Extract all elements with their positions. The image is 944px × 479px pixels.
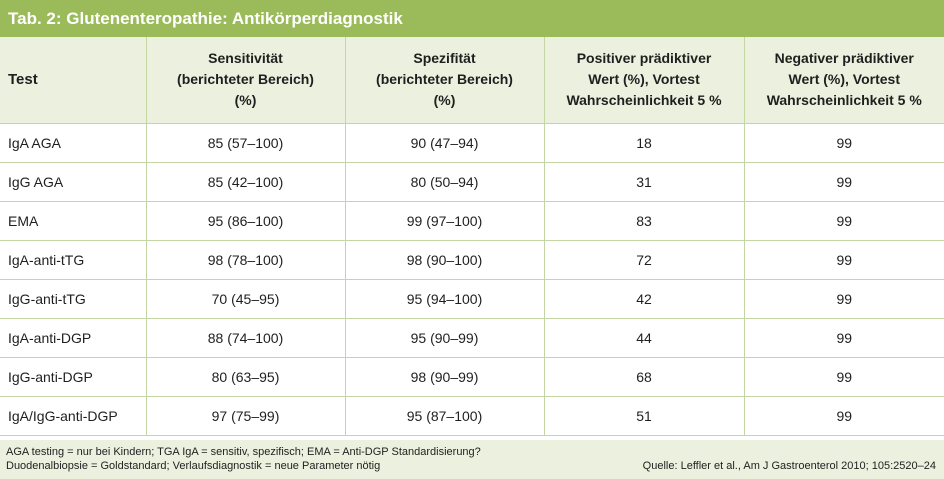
- cell-npv: 99: [744, 357, 944, 397]
- table-row: IgA AGA 85 (57–100) 90 (47–94) 18 99: [0, 123, 944, 163]
- cell-ppv: 83: [544, 201, 745, 241]
- cell-sensitivity: 80 (63–95): [146, 357, 346, 397]
- cell-sensitivity: 88 (74–100): [146, 318, 346, 358]
- header-line: Spezifität: [413, 50, 476, 67]
- cell-ppv: 68: [544, 357, 745, 397]
- header-line: Wahrscheinlichkeit 5 %: [766, 92, 922, 109]
- cell-npv: 99: [744, 201, 944, 241]
- cell-test: IgA-anti-DGP: [0, 318, 147, 358]
- cell-specificity: 90 (47–94): [345, 123, 545, 163]
- header-test: Test: [0, 37, 147, 124]
- cell-test: IgG-anti-tTG: [0, 279, 147, 319]
- source-citation: Quelle: Leffler et al., Am J Gastroenter…: [642, 460, 936, 472]
- header-specificity: Spezifität (berichteter Bereich) (%): [345, 37, 545, 124]
- cell-test: IgA-anti-tTG: [0, 240, 147, 280]
- table-row: IgG AGA 85 (42–100) 80 (50–94) 31 99: [0, 162, 944, 202]
- header-npv: Negativer prädiktiver Wert (%), Vortest …: [744, 37, 944, 124]
- cell-npv: 99: [744, 318, 944, 358]
- cell-ppv: 18: [544, 123, 745, 163]
- table-row: IgA/IgG-anti-DGP 97 (75–99) 95 (87–100) …: [0, 396, 944, 436]
- header-line: (%): [234, 92, 257, 109]
- header-row: Test Sensitivität (berichteter Bereich) …: [0, 37, 944, 124]
- cell-specificity: 98 (90–99): [345, 357, 545, 397]
- cell-ppv: 31: [544, 162, 745, 202]
- header-line: Wahrscheinlichkeit 5 %: [566, 92, 722, 109]
- cell-npv: 99: [744, 162, 944, 202]
- table-row: IgG-anti-tTG 70 (45–95) 95 (94–100) 42 9…: [0, 279, 944, 319]
- cell-test: IgA/IgG-anti-DGP: [0, 396, 147, 436]
- cell-test: IgG AGA: [0, 162, 147, 202]
- header-line: Wert (%), Vortest: [588, 71, 700, 88]
- footnote-line: Duodenalbiopsie = Goldstandard; Verlaufs…: [6, 460, 381, 472]
- cell-specificity: 95 (94–100): [345, 279, 545, 319]
- cell-ppv: 44: [544, 318, 745, 358]
- cell-specificity: 95 (87–100): [345, 396, 545, 436]
- cell-test: EMA: [0, 201, 147, 241]
- header-line: Positiver prädiktiver: [576, 50, 712, 67]
- header-line: (%): [433, 92, 456, 109]
- cell-specificity: 80 (50–94): [345, 162, 545, 202]
- cell-specificity: 99 (97–100): [345, 201, 545, 241]
- header-line: Wert (%), Vortest: [788, 71, 901, 88]
- cell-npv: 99: [744, 396, 944, 436]
- cell-specificity: 98 (90–100): [345, 240, 545, 280]
- cell-sensitivity: 85 (42–100): [146, 162, 346, 202]
- table-row: IgA-anti-tTG 98 (78–100) 98 (90–100) 72 …: [0, 240, 944, 280]
- cell-sensitivity: 95 (86–100): [146, 201, 346, 241]
- cell-sensitivity: 70 (45–95): [146, 279, 346, 319]
- header-line: (berichteter Bereich): [177, 71, 314, 88]
- header-ppv: Positiver prädiktiver Wert (%), Vortest …: [544, 37, 745, 124]
- cell-npv: 99: [744, 240, 944, 280]
- cell-sensitivity: 85 (57–100): [146, 123, 346, 163]
- header-line: (berichteter Bereich): [376, 71, 513, 88]
- table-row: IgG-anti-DGP 80 (63–95) 98 (90–99) 68 99: [0, 357, 944, 397]
- cell-specificity: 95 (90–99): [345, 318, 545, 358]
- cell-npv: 99: [744, 279, 944, 319]
- cell-test: IgG-anti-DGP: [0, 357, 147, 397]
- footnote-line: AGA testing = nur bei Kindern; TGA IgA =…: [6, 446, 481, 458]
- cell-npv: 99: [744, 123, 944, 163]
- table-title: Tab. 2: Glutenenteropathie: Antikörperdi…: [0, 0, 944, 37]
- header-test-label: Test: [8, 71, 38, 89]
- header-line: Negativer prädiktiver: [774, 50, 914, 67]
- header-line: Sensitivität: [208, 50, 283, 67]
- cell-ppv: 51: [544, 396, 745, 436]
- cell-ppv: 72: [544, 240, 745, 280]
- table-row: IgA-anti-DGP 88 (74–100) 95 (90–99) 44 9…: [0, 318, 944, 358]
- table-footer: AGA testing = nur bei Kindern; TGA IgA =…: [0, 440, 944, 479]
- table-row: EMA 95 (86–100) 99 (97–100) 83 99: [0, 201, 944, 241]
- antibody-diagnostics-table: Test Sensitivität (berichteter Bereich) …: [0, 37, 944, 436]
- cell-ppv: 42: [544, 279, 745, 319]
- footnotes: AGA testing = nur bei Kindern; TGA IgA =…: [6, 445, 481, 473]
- cell-test: IgA AGA: [0, 123, 147, 163]
- cell-sensitivity: 98 (78–100): [146, 240, 346, 280]
- header-sensitivity: Sensitivität (berichteter Bereich) (%): [146, 37, 346, 124]
- cell-sensitivity: 97 (75–99): [146, 396, 346, 436]
